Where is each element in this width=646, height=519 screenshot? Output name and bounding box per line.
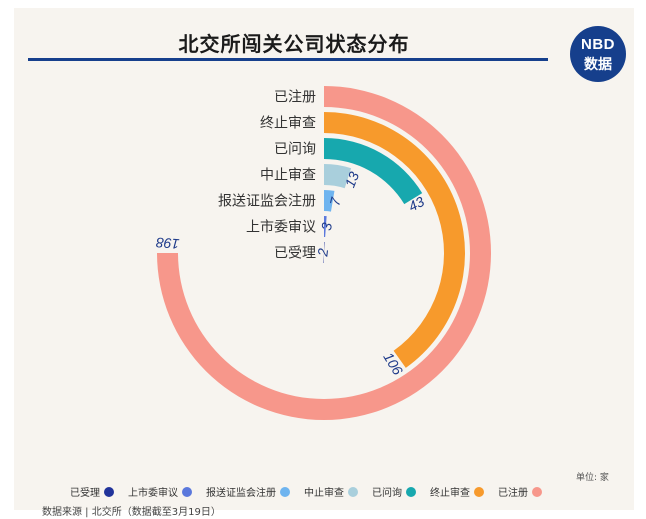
bar-arc-6: [323, 242, 325, 263]
category-label: 已受理: [274, 246, 316, 262]
legend-swatch: [182, 486, 192, 497]
source-note: 数据来源 | 北交所（数据截至3月19日）: [42, 507, 221, 518]
category-label: 中止审查: [260, 168, 316, 184]
chart-title: 北交所闯关公司状态分布: [178, 32, 410, 56]
legend-item: 报送证监会注册: [206, 484, 290, 499]
bar-arc-4: [324, 190, 335, 212]
legend-label: 已受理: [70, 488, 100, 499]
legend-item: 已问询: [372, 484, 416, 499]
legend-item: 终止审查: [430, 484, 484, 499]
legend: 已受理 上市委审议 报送证监会注册 中止审查 已问询 终止审查 已注册: [70, 484, 542, 499]
legend-swatch: [348, 486, 358, 497]
legend-label: 已问询: [372, 488, 402, 499]
bar-arc-1: [324, 112, 465, 368]
category-label: 已注册: [274, 90, 316, 106]
legend-label: 中止审查: [304, 488, 344, 499]
value-label: 3: [318, 221, 335, 231]
category-label: 终止审查: [260, 116, 316, 132]
value-label: 13: [342, 169, 363, 190]
legend-label: 上市委审议: [128, 488, 178, 499]
legend-swatch: [474, 486, 484, 497]
legend-item: 已注册: [498, 484, 542, 499]
legend-label: 已注册: [498, 488, 528, 499]
logo-subtext: 数据: [584, 57, 612, 73]
legend-item: 已受理: [70, 484, 114, 499]
legend-swatch: [280, 486, 290, 497]
legend-label: 报送证监会注册: [206, 488, 276, 499]
legend-swatch: [406, 486, 416, 497]
bar-arc-2: [324, 138, 423, 205]
value-label: 2: [314, 247, 331, 258]
category-label: 上市委审议: [246, 219, 316, 236]
legend-swatch: [104, 486, 114, 497]
legend-label: 终止审查: [430, 488, 470, 499]
legend-item: 中止审查: [304, 484, 358, 499]
nbd-logo: NBD 数据: [570, 26, 626, 82]
bar-arc-3: [324, 164, 352, 189]
category-label: 报送证监会注册: [218, 194, 316, 210]
chart-card: 北交所闯关公司状态分布 NBD 数据 已注册 198 终止审查 106 已问询 43 中止审…: [14, 8, 634, 518]
legend-item: 上市委审议: [128, 484, 192, 499]
title-underline: [28, 58, 548, 61]
logo-text: NBD: [581, 36, 615, 53]
value-label: 198: [155, 235, 180, 253]
category-label: 已问询: [274, 142, 316, 158]
value-label: 43: [406, 193, 427, 214]
legend-swatch: [532, 486, 542, 497]
unit-label: 单位: 家: [576, 473, 609, 483]
bar-arc-5: [324, 215, 327, 238]
